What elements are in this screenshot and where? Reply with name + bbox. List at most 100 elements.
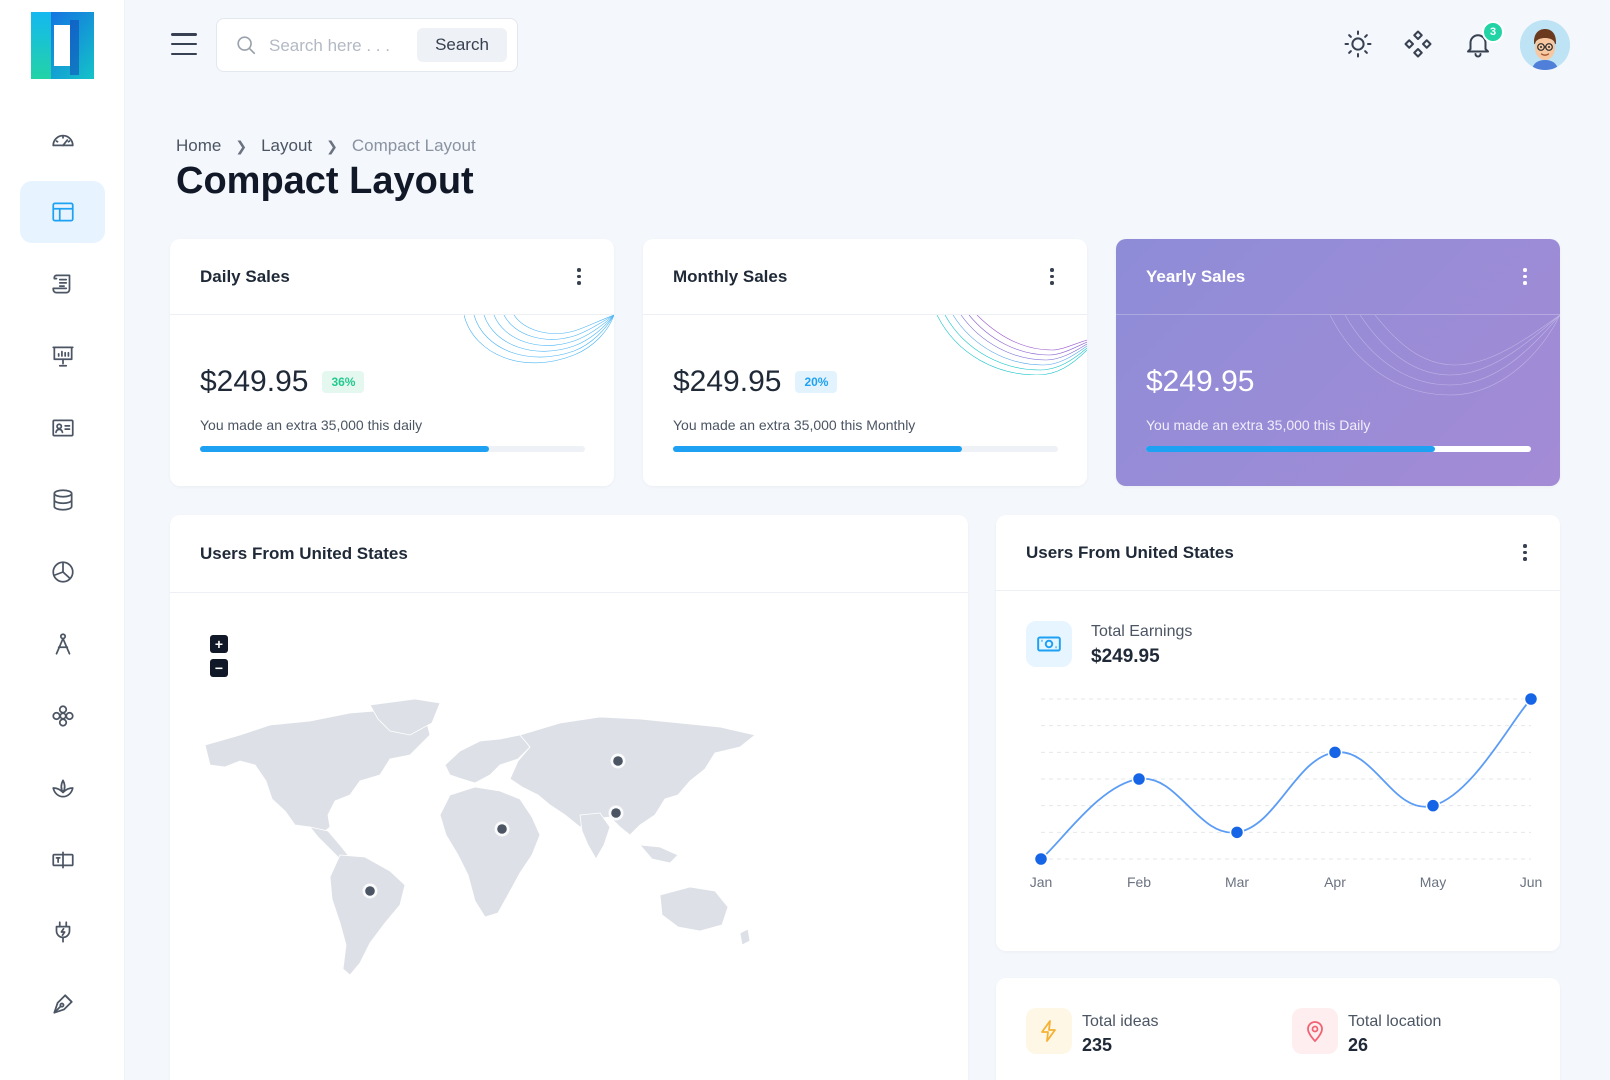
x-tick-label: Mar	[1225, 874, 1249, 890]
map-pin-icon	[1307, 1021, 1323, 1043]
scroll-icon	[51, 274, 70, 294]
stats-card: Total ideas 235 Total location 26	[996, 978, 1560, 1080]
sidebar	[0, 0, 125, 1080]
progress-fill	[1146, 446, 1435, 452]
map-region-africa	[439, 786, 541, 918]
map-region-north-america	[204, 708, 431, 836]
sale-amount-value: $249.95	[1146, 365, 1255, 398]
sidebar-item-wellness[interactable]	[20, 757, 105, 819]
sidebar-item-pages[interactable]	[20, 253, 105, 315]
map-region-central-america	[308, 826, 349, 860]
pie-chart-icon	[51, 561, 74, 583]
map-region-southeast-asia	[639, 844, 679, 864]
sidebar-item-forms[interactable]	[20, 829, 105, 891]
more-options-icon[interactable]	[1520, 544, 1530, 561]
map-region-south-america	[329, 854, 406, 976]
notifications-button[interactable]	[1463, 29, 1493, 59]
card-title: Users From United States	[200, 543, 408, 563]
sidebar-item-contacts[interactable]	[20, 397, 105, 459]
map-zoom-in-button[interactable]: +	[210, 635, 228, 653]
progress-fill	[673, 446, 962, 452]
x-tick-label: May	[1420, 874, 1446, 890]
sale-description: You made an extra 35,000 this daily	[200, 417, 423, 433]
users-map-card: Users From United States + −	[170, 515, 968, 1080]
card-title: Users From United States	[1026, 542, 1234, 562]
sale-amount-value: $249.95	[673, 365, 782, 398]
wave-decoration	[464, 315, 614, 364]
sidebar-item-dashboard[interactable]	[20, 109, 105, 171]
gauge-icon	[51, 134, 74, 147]
search-input[interactable]	[269, 31, 409, 61]
sidebar-item-presentation[interactable]	[20, 325, 105, 387]
theme-toggle-button[interactable]	[1343, 29, 1373, 59]
location-icon-box	[1292, 1008, 1338, 1054]
wave-decoration	[1330, 315, 1560, 396]
switch-icon	[51, 851, 74, 869]
ideas-icon-box	[1026, 1008, 1072, 1054]
location-label: Total location	[1348, 1013, 1442, 1030]
sidebar-item-compass[interactable]	[20, 613, 105, 675]
earnings-chart-card: Users From United States Total Earnings …	[996, 515, 1560, 951]
map-region-europe	[444, 734, 531, 784]
breadcrumb-current: Compact Layout	[351, 136, 476, 155]
money-icon	[1037, 636, 1061, 652]
layout-icon	[51, 202, 74, 222]
world-map[interactable]	[200, 695, 760, 995]
flower-icon	[51, 705, 74, 727]
more-options-icon[interactable]	[1047, 268, 1057, 285]
map-zoom-out-button[interactable]: −	[210, 659, 228, 677]
app-logo[interactable]	[31, 12, 94, 79]
sidebar-item-charts[interactable]	[20, 541, 105, 603]
sidebar-item-database[interactable]	[20, 469, 105, 531]
more-options-icon[interactable]	[1520, 268, 1530, 285]
lightning-icon	[1041, 1020, 1056, 1042]
sidebar-item-layout[interactable]	[20, 181, 105, 243]
card-title: Daily Sales	[200, 266, 290, 286]
sale-amount: $249.95 20%	[673, 365, 838, 399]
sale-amount: $249.95 36%	[200, 365, 365, 399]
map-region-australia	[659, 886, 729, 932]
breadcrumb-layout-link[interactable]: Layout	[261, 136, 313, 155]
data-point-feb	[1131, 771, 1147, 787]
sale-description: You made an extra 35,000 this Daily	[1146, 417, 1371, 433]
growth-badge: 36%	[322, 371, 365, 393]
notification-count-badge: 3	[1482, 21, 1504, 43]
map-markers	[362, 753, 626, 899]
sidebar-item-design[interactable]	[20, 973, 105, 1035]
yearly-sales-card: Yearly Sales $249.95 You made an extra 3…	[1116, 239, 1560, 486]
progress-bar	[200, 446, 585, 452]
diamond-grid-icon	[1404, 30, 1432, 58]
chevron-right-icon: ❯	[235, 137, 248, 154]
more-options-icon[interactable]	[574, 268, 584, 285]
card-title: Monthly Sales	[673, 266, 788, 286]
sidebar-item-integrations[interactable]	[20, 901, 105, 963]
hamburger-icon	[171, 33, 197, 36]
map-region-new-zealand	[739, 928, 751, 946]
sun-icon	[1344, 30, 1372, 58]
map-region-asia	[509, 716, 756, 836]
sale-amount: $249.95	[1146, 365, 1254, 399]
sale-description: You made an extra 35,000 this Monthly	[673, 417, 916, 433]
apps-button[interactable]	[1403, 29, 1433, 59]
sidebar-item-widgets[interactable]	[20, 685, 105, 747]
search-button[interactable]: Search	[417, 28, 507, 62]
search-icon	[237, 36, 256, 55]
database-icon	[52, 489, 73, 511]
user-avatar[interactable]	[1520, 20, 1570, 70]
avatar-illustration	[1520, 20, 1570, 70]
chevron-right-icon: ❯	[326, 137, 338, 154]
ideas-value: 235	[1082, 1035, 1113, 1055]
data-point-mar	[1229, 825, 1245, 840]
sale-amount-value: $249.95	[200, 365, 309, 398]
location-value: 26	[1348, 1035, 1369, 1055]
breadcrumb-home-link[interactable]: Home	[176, 136, 222, 155]
map-region-greenland	[369, 698, 441, 736]
menu-toggle-button[interactable]	[171, 33, 197, 55]
data-point-may	[1425, 798, 1441, 813]
lotus-icon	[51, 779, 74, 798]
bell-icon	[1467, 34, 1489, 58]
presentation-icon	[51, 346, 74, 367]
progress-bar	[673, 446, 1058, 452]
data-point-apr	[1327, 745, 1343, 760]
data-point-jan	[1033, 851, 1049, 867]
